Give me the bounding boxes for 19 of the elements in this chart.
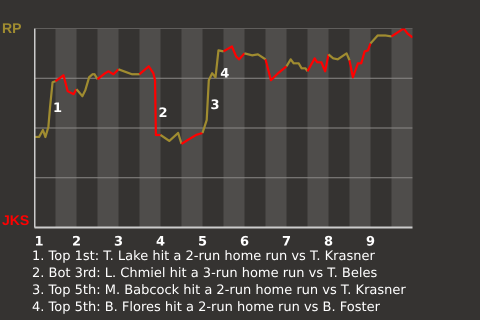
text: 4. Top 5th: B. Flores hit a 2-run home run vs B. Foster <box>32 299 381 316</box>
x-tick-label: 6 <box>240 234 250 250</box>
x-tick-label: 4 <box>156 234 166 250</box>
x-tick-label: 3 <box>114 234 124 250</box>
text: 2. Bot 3rd: L. Chmiel hit a 3-run home run vs T. Beles <box>32 265 378 282</box>
x-tick-label: 1 <box>34 234 44 250</box>
x-tick-label: 2 <box>72 234 82 250</box>
annotation: 3 <box>210 98 220 114</box>
x-tick-label: 8 <box>324 234 334 250</box>
x-tick-label: 5 <box>198 234 208 250</box>
annotation: 1 <box>53 101 62 116</box>
text: JKS <box>2 211 30 230</box>
text: RP <box>2 19 22 38</box>
text: 1. Top 1st: T. Lake hit a 2-run home run vs T. Krasner <box>32 248 376 265</box>
annotation: 2 <box>158 106 168 122</box>
x-tick-label: 7 <box>282 234 292 250</box>
text: 3. Top 5th: M. Babcock hit a 2-run home run vs T. Krasner <box>32 282 406 299</box>
annotation: 4 <box>220 66 230 82</box>
x-tick-label: 9 <box>366 234 376 250</box>
